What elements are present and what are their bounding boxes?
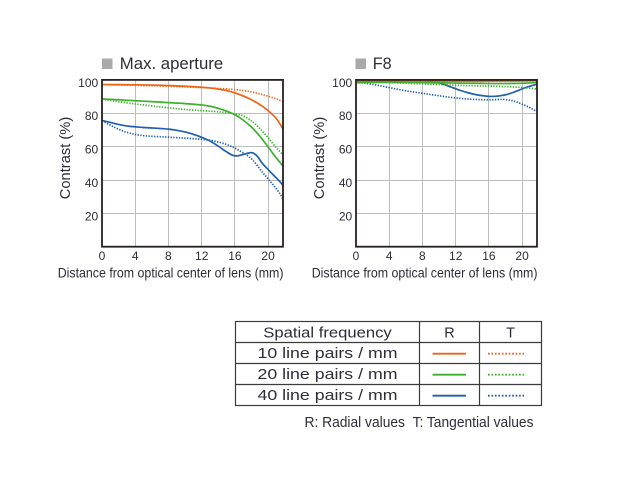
svg-text:12: 12 xyxy=(449,249,463,263)
svg-text:8: 8 xyxy=(165,249,172,263)
svg-text:20: 20 xyxy=(261,249,275,263)
svg-text:Contrast (%): Contrast (%) xyxy=(312,117,328,200)
svg-text:80: 80 xyxy=(339,109,353,123)
svg-text:0: 0 xyxy=(99,249,106,263)
svg-text:100: 100 xyxy=(78,76,98,90)
svg-text:40 line pairs / mm: 40 line pairs / mm xyxy=(258,387,398,404)
svg-text:4: 4 xyxy=(386,249,393,263)
svg-text:R: Radial values T: Tangentia: R: Radial values T: Tangential values xyxy=(305,415,534,431)
svg-text:16: 16 xyxy=(228,249,242,263)
svg-text:40: 40 xyxy=(339,176,353,190)
svg-text:12: 12 xyxy=(195,249,209,263)
svg-text:16: 16 xyxy=(482,249,496,263)
svg-text:T: T xyxy=(506,326,515,342)
svg-text:Distance from optical center o: Distance from optical center of lens (mm… xyxy=(58,264,284,280)
svg-text:40: 40 xyxy=(85,176,99,190)
svg-text:Distance from optical center o: Distance from optical center of lens (mm… xyxy=(312,264,538,280)
svg-text:80: 80 xyxy=(85,109,99,123)
svg-text:10 line pairs / mm: 10 line pairs / mm xyxy=(258,345,398,362)
svg-text:Contrast (%): Contrast (%) xyxy=(58,117,74,200)
svg-text:R: R xyxy=(444,326,454,342)
svg-text:0: 0 xyxy=(353,249,360,263)
svg-text:Max. aperture: Max. aperture xyxy=(120,55,223,73)
svg-text:4: 4 xyxy=(132,249,139,263)
svg-text:20: 20 xyxy=(515,249,529,263)
svg-text:20 line pairs / mm: 20 line pairs / mm xyxy=(258,366,398,383)
svg-text:F8: F8 xyxy=(373,55,392,73)
svg-text:20: 20 xyxy=(85,209,99,223)
svg-text:60: 60 xyxy=(339,143,353,157)
svg-text:8: 8 xyxy=(419,249,426,263)
svg-text:Spatial frequency: Spatial frequency xyxy=(263,325,392,342)
svg-text:100: 100 xyxy=(332,76,352,90)
svg-text:20: 20 xyxy=(339,209,353,223)
svg-text:60: 60 xyxy=(85,143,99,157)
